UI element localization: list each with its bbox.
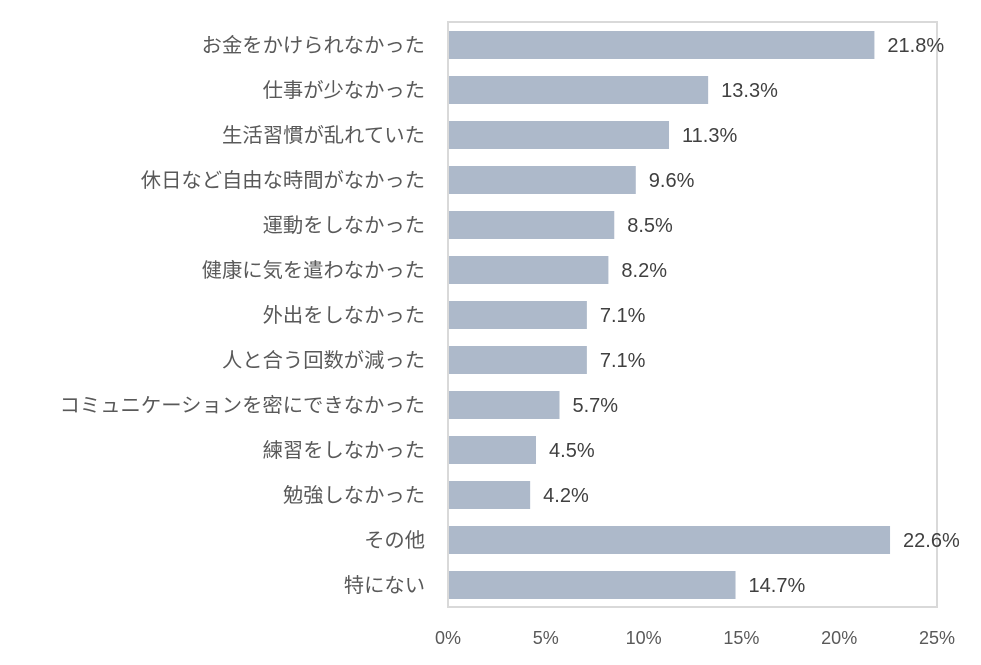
x-tick-label: 15%: [723, 628, 759, 648]
data-label: 7.1%: [600, 350, 646, 372]
data-label: 8.5%: [627, 215, 673, 237]
data-label: 7.1%: [600, 305, 646, 327]
bar: [449, 256, 609, 284]
category-label: 人と合う回数が減った: [222, 348, 425, 372]
data-label: 22.6%: [903, 530, 960, 552]
category-label: 運動をしなかった: [263, 213, 425, 237]
data-label: 14.7%: [749, 575, 806, 597]
bar: [449, 391, 560, 419]
category-label: その他: [364, 528, 425, 552]
data-label: 11.3%: [682, 125, 737, 147]
category-label: 休日など自由な時間がなかった: [141, 168, 425, 192]
x-tick-label: 10%: [626, 628, 662, 648]
bar: [449, 526, 891, 554]
x-tick-label: 25%: [919, 628, 955, 648]
bar: [449, 436, 537, 464]
bar: [449, 346, 587, 374]
category-label: 仕事が少なかった: [263, 78, 425, 102]
data-label: 4.2%: [543, 485, 589, 507]
category-label: 練習をしなかった: [263, 438, 425, 462]
bar: [449, 301, 587, 329]
category-label: お金をかけられなかった: [202, 33, 425, 57]
category-label: 健康に気を遣わなかった: [202, 258, 425, 282]
category-label: 外出をしなかった: [263, 303, 425, 327]
bar: [449, 211, 615, 239]
data-label: 9.6%: [649, 170, 695, 192]
x-tick-label: 0%: [435, 628, 461, 648]
data-label: 4.5%: [549, 440, 595, 462]
data-label: 21.8%: [887, 35, 944, 57]
category-label: 勉強しなかった: [283, 483, 425, 507]
bar: [449, 31, 875, 59]
x-tick-label: 20%: [821, 628, 857, 648]
bar: [449, 121, 670, 149]
category-label: 特にない: [344, 573, 425, 597]
bar: [449, 76, 709, 104]
bar: [449, 481, 531, 509]
data-label: 13.3%: [721, 80, 778, 102]
data-label: 5.7%: [572, 395, 618, 417]
bar: [449, 571, 736, 599]
category-label: コミュニケーションを密にできなかった: [60, 393, 425, 417]
category-label: 生活習慣が乱れていた: [222, 123, 425, 147]
x-tick-label: 5%: [533, 628, 559, 648]
data-label: 8.2%: [621, 260, 667, 282]
bar: [449, 166, 636, 194]
plot-frame: [447, 21, 938, 608]
